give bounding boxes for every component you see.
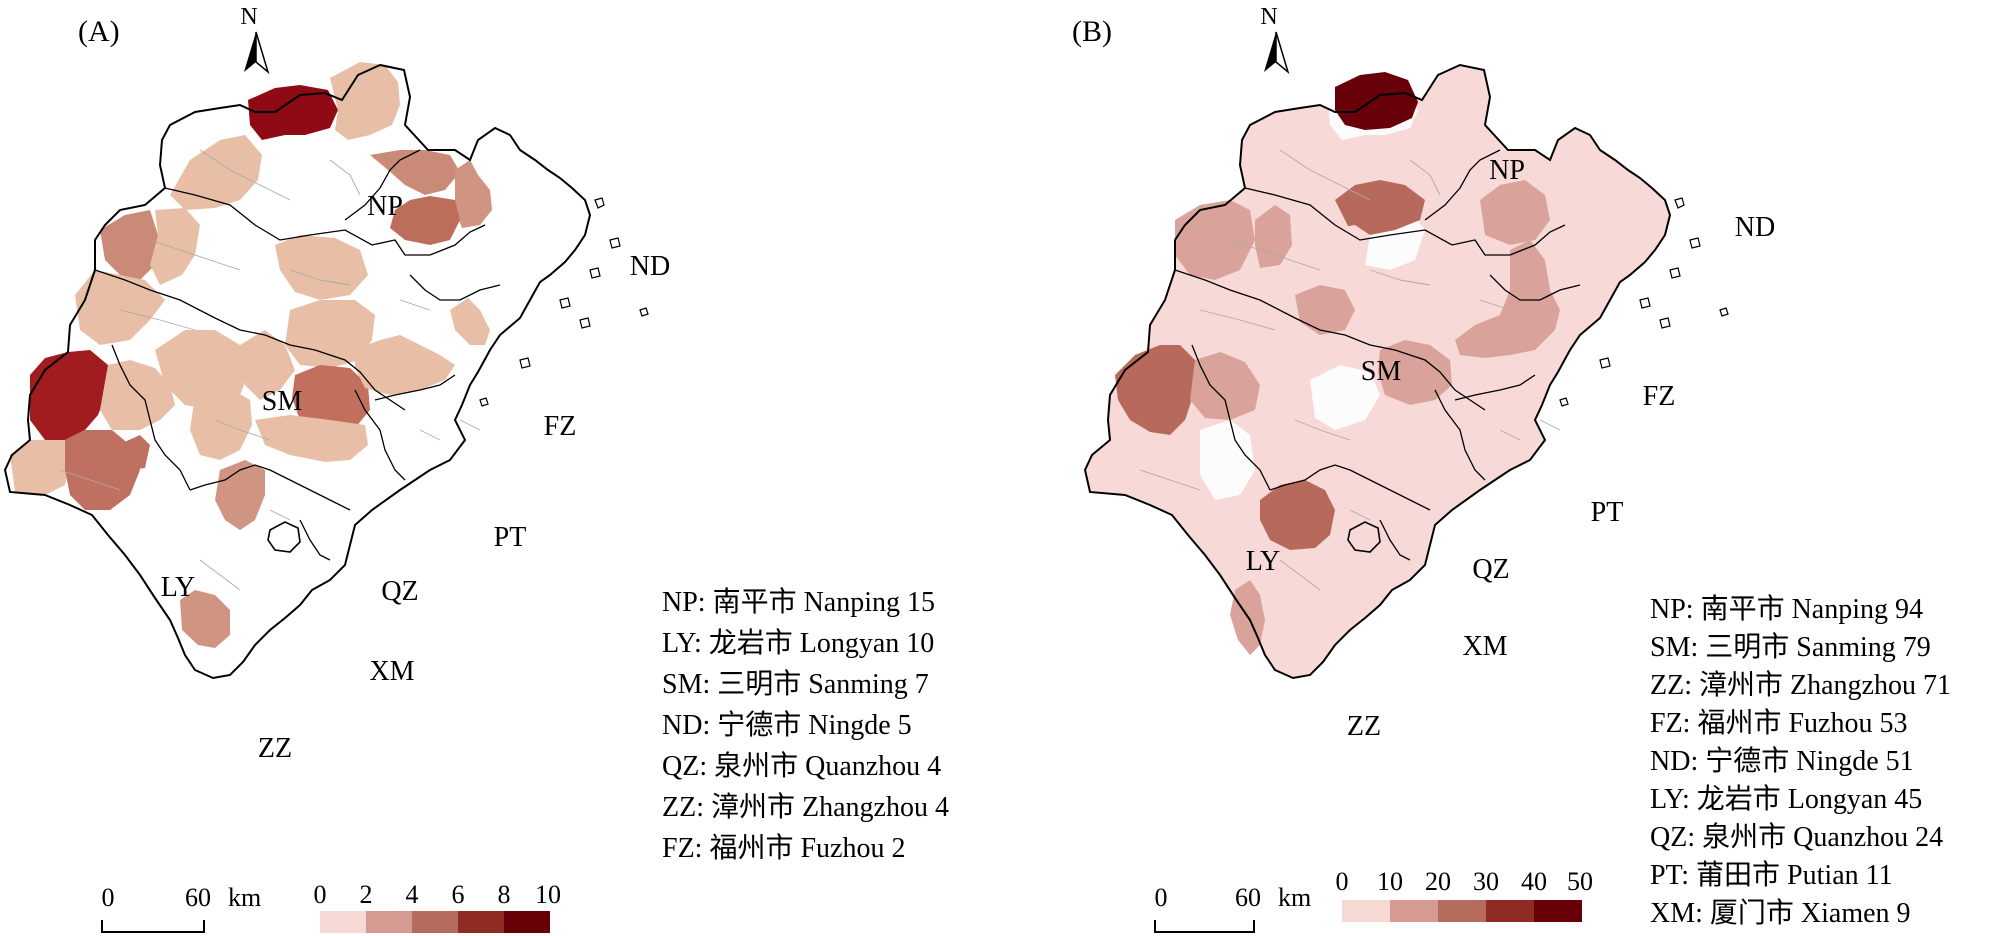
list-item: ND: 宁德市 Ningde 51 bbox=[1650, 745, 1914, 777]
north-letter-b: N bbox=[1260, 4, 1277, 30]
legend-swatch bbox=[504, 911, 550, 933]
city-label-sm: SM bbox=[1361, 356, 1402, 387]
list-item: XM: 厦门市 Xiamen 9 bbox=[1650, 897, 1911, 929]
list-item: NP: 南平市 Nanping 15 bbox=[662, 586, 935, 618]
city-label-xm: XM bbox=[1462, 631, 1507, 662]
north-arrow-b: N bbox=[1260, 4, 1290, 75]
scale-bar-line-b bbox=[1154, 920, 1255, 933]
city-label-fz: FZ bbox=[1643, 381, 1676, 412]
legend-tick: 0 bbox=[314, 880, 327, 909]
city-label-ly: LY bbox=[161, 572, 196, 603]
map-a bbox=[4, 62, 649, 679]
list-item: PT: 莆田市 Putian 11 bbox=[1650, 859, 1893, 891]
list-item: QZ: 泉州市 Quanzhou 4 bbox=[662, 750, 941, 782]
city-label-np: NP bbox=[1489, 155, 1525, 186]
legend-tick: 20 bbox=[1425, 867, 1451, 896]
city-label-pt: PT bbox=[1591, 497, 1624, 528]
scale-bar-line-a bbox=[101, 920, 205, 933]
legend-tick: 8 bbox=[498, 880, 511, 909]
panel-a-label: (A) bbox=[78, 15, 120, 48]
list-item: LY: 龙岩市 Longyan 10 bbox=[662, 627, 934, 659]
city-label-sm: SM bbox=[262, 386, 303, 417]
city-label-xm: XM bbox=[369, 656, 414, 687]
list-item: LY: 龙岩市 Longyan 45 bbox=[1650, 783, 1922, 815]
legend-tick: 4 bbox=[406, 880, 419, 909]
list-item: FZ: 福州市 Fuzhou 2 bbox=[662, 832, 905, 864]
list-item: ZZ: 漳州市 Zhangzhou 71 bbox=[1650, 669, 1951, 701]
legend-swatch bbox=[1486, 900, 1534, 922]
scale-zero-b: 0 bbox=[1155, 883, 1168, 912]
scale-bar-a: 0 60 km bbox=[101, 883, 261, 933]
legend-swatch bbox=[458, 911, 504, 933]
panel-b: (B) N NP ND SM FZ LY PT QZ XM ZZ NP: 南平市… bbox=[1072, 4, 1951, 933]
scale-distance-a: 60 bbox=[185, 883, 211, 912]
north-letter-a: N bbox=[240, 4, 257, 30]
color-legend-b: 0 10 20 30 40 50 bbox=[1336, 867, 1593, 922]
scale-distance-b: 60 bbox=[1235, 883, 1261, 912]
city-label-np: NP bbox=[367, 191, 403, 222]
list-item: FZ: 福州市 Fuzhou 53 bbox=[1650, 707, 1907, 739]
scale-unit-b: km bbox=[1278, 883, 1311, 912]
north-arrow-a: N bbox=[240, 4, 270, 75]
scale-unit-a: km bbox=[228, 883, 261, 912]
city-label-fz: FZ bbox=[544, 411, 577, 442]
list-item: NP: 南平市 Nanping 94 bbox=[1650, 593, 1923, 625]
list-item: ZZ: 漳州市 Zhangzhou 4 bbox=[662, 791, 949, 823]
north-arrow-icon bbox=[1264, 32, 1276, 72]
legend-tick: 30 bbox=[1473, 867, 1499, 896]
legend-swatch bbox=[1390, 900, 1438, 922]
legend-tick: 6 bbox=[452, 880, 465, 909]
scale-zero-a: 0 bbox=[102, 883, 115, 912]
city-label-ly: LY bbox=[1246, 546, 1281, 577]
city-label-zz: ZZ bbox=[258, 733, 292, 764]
city-label-nd: ND bbox=[1735, 212, 1775, 243]
legend-swatch bbox=[366, 911, 412, 933]
city-label-pt: PT bbox=[494, 522, 527, 553]
scale-bar-b: 0 60 km bbox=[1154, 883, 1311, 933]
ranking-list-b: NP: 南平市 Nanping 94 SM: 三明市 Sanming 79 ZZ… bbox=[1650, 593, 1951, 929]
legend-swatch bbox=[1438, 900, 1486, 922]
ranking-list-a: NP: 南平市 Nanping 15 LY: 龙岩市 Longyan 10 SM… bbox=[662, 586, 949, 864]
map-b bbox=[1084, 64, 1729, 679]
legend-tick: 10 bbox=[535, 880, 561, 909]
city-label-qz: QZ bbox=[1472, 554, 1509, 585]
legend-tick: 2 bbox=[360, 880, 373, 909]
legend-swatch bbox=[320, 911, 366, 933]
north-arrow-icon bbox=[244, 32, 256, 72]
legend-swatch bbox=[412, 911, 458, 933]
panel-b-label: (B) bbox=[1072, 15, 1112, 48]
legend-tick: 10 bbox=[1377, 867, 1403, 896]
legend-swatch bbox=[1342, 900, 1390, 922]
north-arrow-icon-half bbox=[1275, 31, 1290, 75]
legend-swatch bbox=[1534, 900, 1582, 922]
color-legend-a: 0 2 4 6 8 10 bbox=[314, 880, 561, 933]
legend-tick: 40 bbox=[1521, 867, 1547, 896]
legend-tick: 50 bbox=[1567, 867, 1593, 896]
panel-a: (A) N NP ND SM FZ LY PT QZ XM ZZ NP: 南平市… bbox=[4, 4, 949, 933]
list-item: ND: 宁德市 Ningde 5 bbox=[662, 709, 912, 741]
list-item: SM: 三明市 Sanming 7 bbox=[662, 668, 929, 700]
legend-tick: 0 bbox=[1336, 867, 1349, 896]
list-item: SM: 三明市 Sanming 79 bbox=[1650, 631, 1931, 663]
list-item: QZ: 泉州市 Quanzhou 24 bbox=[1650, 821, 1943, 853]
city-label-nd: ND bbox=[630, 251, 670, 282]
city-label-zz: ZZ bbox=[1347, 711, 1381, 742]
city-label-qz: QZ bbox=[381, 576, 418, 607]
north-arrow-icon-half bbox=[255, 31, 270, 75]
